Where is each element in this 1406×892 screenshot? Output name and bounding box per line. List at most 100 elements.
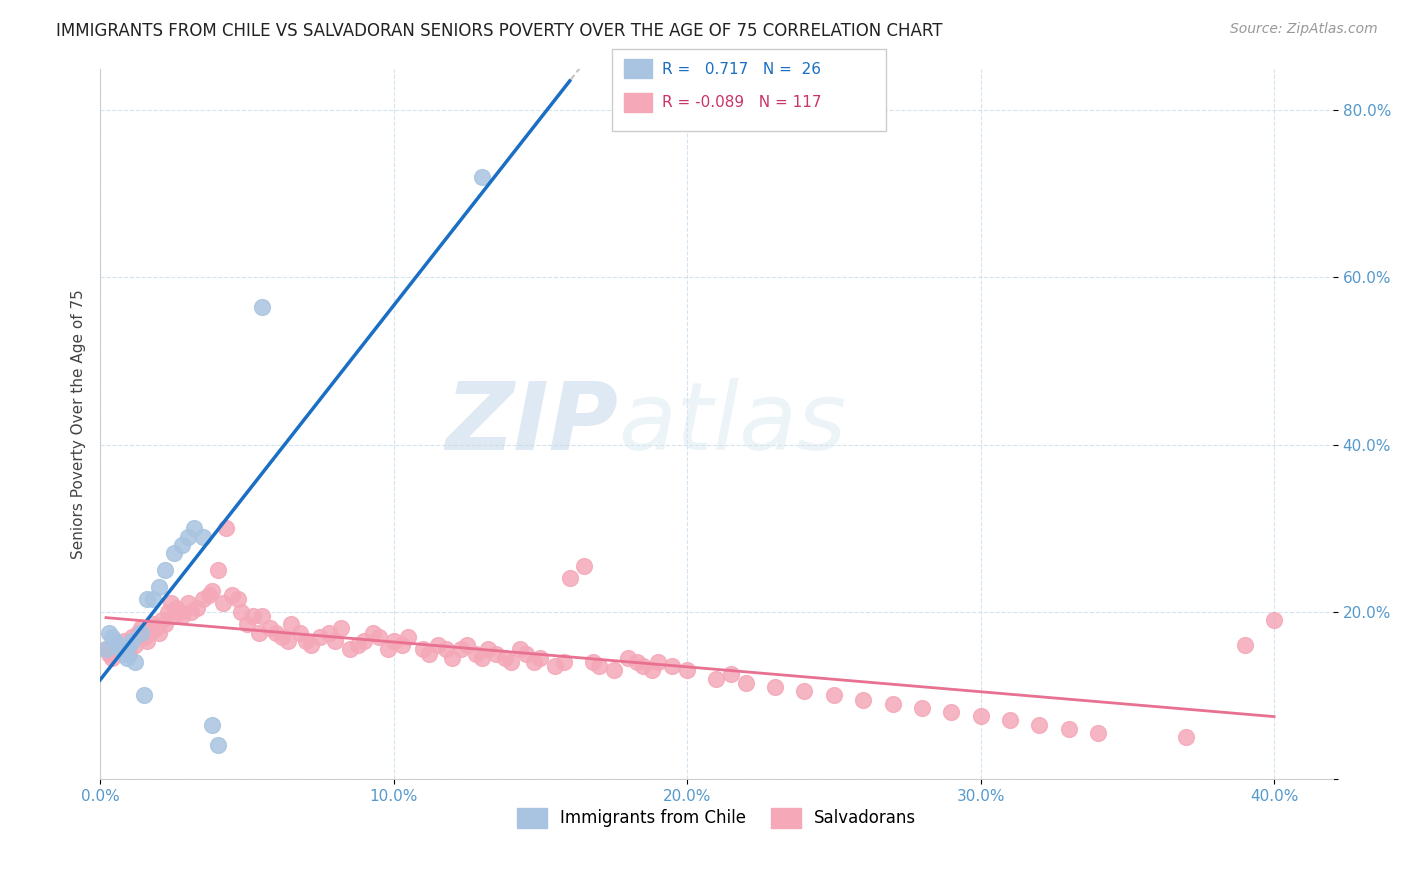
Point bbox=[215, 521, 238, 535]
Point bbox=[118, 638, 141, 652]
Point bbox=[361, 625, 384, 640]
Point bbox=[426, 638, 449, 652]
Point bbox=[544, 659, 567, 673]
Point bbox=[509, 642, 531, 657]
Point bbox=[998, 714, 1021, 728]
Point bbox=[588, 659, 610, 673]
Point bbox=[162, 609, 184, 624]
Point bbox=[456, 638, 478, 652]
Point bbox=[172, 609, 194, 624]
Point bbox=[142, 592, 165, 607]
Point bbox=[396, 630, 419, 644]
Point bbox=[471, 650, 494, 665]
Point bbox=[477, 642, 499, 657]
Point bbox=[1087, 726, 1109, 740]
Text: IMMIGRANTS FROM CHILE VS SALVADORAN SENIORS POVERTY OVER THE AGE OF 75 CORRELATI: IMMIGRANTS FROM CHILE VS SALVADORAN SENI… bbox=[56, 22, 943, 40]
Point bbox=[280, 617, 302, 632]
Point bbox=[169, 605, 191, 619]
Point bbox=[1263, 613, 1285, 627]
Point bbox=[288, 625, 311, 640]
Point bbox=[247, 625, 270, 640]
Point bbox=[329, 622, 352, 636]
Point bbox=[353, 634, 375, 648]
Point bbox=[107, 638, 129, 652]
Point bbox=[124, 638, 146, 652]
Point bbox=[250, 300, 273, 314]
Point bbox=[197, 588, 219, 602]
Point bbox=[277, 634, 299, 648]
Point bbox=[347, 638, 370, 652]
Point bbox=[1057, 722, 1080, 736]
Point bbox=[382, 634, 405, 648]
Point bbox=[136, 634, 159, 648]
Point bbox=[134, 630, 156, 644]
Point bbox=[121, 634, 143, 648]
Point bbox=[450, 642, 472, 657]
Point bbox=[1233, 638, 1256, 652]
Point bbox=[1028, 717, 1050, 731]
Point bbox=[641, 663, 664, 677]
Point bbox=[148, 625, 170, 640]
Point bbox=[118, 647, 141, 661]
Legend: Immigrants from Chile, Salvadorans: Immigrants from Chile, Salvadorans bbox=[510, 801, 922, 835]
Point bbox=[823, 689, 845, 703]
Point bbox=[494, 650, 516, 665]
Point bbox=[207, 739, 229, 753]
Point bbox=[882, 697, 904, 711]
Point bbox=[582, 655, 605, 669]
Point bbox=[107, 638, 129, 652]
Point bbox=[676, 663, 699, 677]
Point bbox=[180, 605, 202, 619]
Point bbox=[124, 655, 146, 669]
Point bbox=[221, 588, 243, 602]
Point bbox=[529, 650, 551, 665]
Point bbox=[523, 655, 546, 669]
Point bbox=[148, 580, 170, 594]
Point bbox=[183, 521, 205, 535]
Point bbox=[294, 634, 316, 648]
Point bbox=[852, 692, 875, 706]
Point bbox=[323, 634, 346, 648]
Point bbox=[207, 563, 229, 577]
Point bbox=[706, 672, 728, 686]
Point bbox=[112, 634, 135, 648]
Point bbox=[941, 705, 963, 719]
Point bbox=[145, 622, 167, 636]
Point bbox=[127, 625, 149, 640]
Point bbox=[553, 655, 575, 669]
Point bbox=[418, 647, 440, 661]
Point bbox=[153, 563, 176, 577]
Point bbox=[177, 530, 200, 544]
Point bbox=[115, 642, 138, 657]
Point bbox=[412, 642, 434, 657]
Point bbox=[969, 709, 991, 723]
Point bbox=[159, 596, 181, 610]
Point bbox=[558, 571, 581, 585]
Point bbox=[121, 630, 143, 644]
Point bbox=[153, 617, 176, 632]
Point bbox=[191, 530, 214, 544]
Point bbox=[259, 622, 281, 636]
Point bbox=[156, 605, 179, 619]
Point bbox=[129, 622, 152, 636]
Y-axis label: Seniors Poverty Over the Age of 75: Seniors Poverty Over the Age of 75 bbox=[72, 289, 86, 558]
Point bbox=[763, 680, 786, 694]
Point bbox=[201, 583, 224, 598]
Point bbox=[212, 596, 235, 610]
Point bbox=[720, 667, 742, 681]
Point bbox=[134, 689, 156, 703]
Point bbox=[129, 625, 152, 640]
Point bbox=[191, 592, 214, 607]
Point bbox=[471, 170, 494, 185]
Point bbox=[911, 701, 934, 715]
Point bbox=[318, 625, 340, 640]
Text: atlas: atlas bbox=[617, 378, 846, 469]
Point bbox=[94, 642, 117, 657]
Point bbox=[377, 642, 399, 657]
Point bbox=[104, 634, 127, 648]
Point bbox=[485, 647, 508, 661]
Point bbox=[142, 617, 165, 632]
Text: Source: ZipAtlas.com: Source: ZipAtlas.com bbox=[1230, 22, 1378, 37]
Point bbox=[661, 659, 683, 673]
Point bbox=[150, 613, 173, 627]
